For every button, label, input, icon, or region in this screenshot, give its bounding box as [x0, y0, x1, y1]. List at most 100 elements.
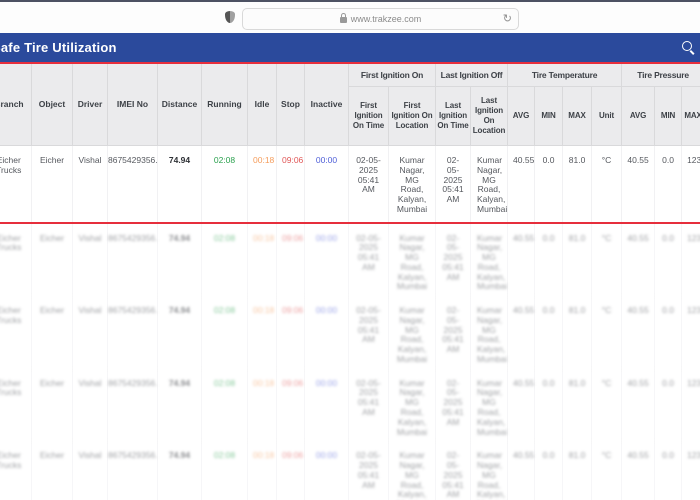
table-row: Eicher Trucks Eicher Vishal 8675429356..… [0, 368, 700, 442]
column-header-inactive: Inactive [304, 62, 349, 146]
cell-stop: 09:06 [276, 296, 305, 369]
app-header: Safe Tire Utilization [0, 33, 700, 62]
cell-imei-no: 8675429356.. [107, 145, 158, 224]
cell-tire-pressure-max: 123.0 [681, 296, 700, 369]
cell-tire-temp-avg: 40.55 [507, 223, 536, 297]
cell-first-ignition-on-time: 02-05-2025 05:41 AM [348, 223, 389, 297]
cell-first-ignition-on-location: Kumar Nagar, MG Road, Kalyan, Mumbai [388, 145, 437, 224]
cell-stop: 09:06 [276, 368, 305, 442]
cell-inactive: 00:00 [304, 296, 349, 369]
url-text: www.trakzee.com [350, 14, 422, 24]
cell-branch: Eicher Trucks [0, 368, 32, 442]
cell-running: 02:08 [201, 296, 248, 369]
cell-first-ignition-on-time: 02-05-2025 05:41 AM [348, 145, 389, 224]
cell-last-ignition-off-time: 02-05-2025 05:41 AM [435, 223, 472, 297]
column-header-last-ignition-on-location: Last Ignition On Location [470, 86, 509, 146]
cell-tire-pressure-max: 123.0 [681, 368, 700, 442]
cell-first-ignition-on-location: Kumar Nagar, MG Road, Kalyan, Mumbai [388, 223, 437, 297]
cell-imei-no: 8675429356.. [107, 368, 158, 442]
cell-driver: Vishal [72, 223, 108, 297]
shield-icon[interactable] [225, 11, 235, 23]
cell-tire-temp-avg: 40.55 [507, 145, 536, 224]
refresh-icon[interactable]: ↻ [502, 13, 512, 25]
column-header-temp-min: MIN [534, 86, 564, 146]
cell-tire-temp-unit: °C [591, 145, 623, 224]
cell-inactive: 00:00 [304, 368, 349, 442]
column-header-temp-avg: AVG [507, 86, 536, 146]
cell-tire-pressure-min: 0.0 [654, 223, 683, 297]
column-header-stop: Stop [276, 62, 305, 146]
page-title: Safe Tire Utilization [0, 40, 117, 55]
cell-idle: 00:18 [247, 223, 277, 297]
table-row: Eicher Trucks Eicher Vishal 8675429356..… [0, 296, 700, 369]
cell-first-ignition-on-location: Kumar Nagar, MG Road, Kalyan, Mumbai [388, 296, 437, 369]
cell-first-ignition-on-location: Kumar Nagar, MG Road, Kalyan, Mumbai [388, 368, 437, 442]
cell-object: Eicher [31, 145, 73, 224]
cell-stop: 09:06 [276, 145, 305, 224]
cell-tire-pressure-avg: 40.55 [621, 368, 656, 442]
cell-distance: 74.94 [157, 441, 202, 500]
cell-tire-temp-max: 81.0 [562, 145, 593, 224]
cell-tire-temp-unit: °C [591, 223, 623, 297]
cell-last-ignition-off-time: 02-05-2025 05:41 AM [435, 296, 472, 369]
column-header-object: Object [31, 62, 73, 146]
cell-tire-temp-avg: 40.55 [507, 296, 536, 369]
cell-inactive: 00:00 [304, 145, 349, 224]
cell-tire-temp-min: 0.0 [534, 296, 564, 369]
cell-distance: 74.94 [157, 368, 202, 442]
column-header-pressure-max: MAX [681, 86, 700, 146]
cell-last-ignition-off-location: Kumar Nagar, MG Road, Kalyan, Mumbai [470, 296, 509, 369]
cell-tire-temp-min: 0.0 [534, 441, 564, 500]
column-header-temp-max: MAX [562, 86, 593, 146]
cell-tire-temp-unit: °C [591, 368, 623, 442]
cell-last-ignition-off-location: Kumar Nagar, MG Road, Kalyan, Mumbai [470, 368, 509, 442]
group-header-first-ignition-on: First Ignition On [347, 62, 437, 87]
url-bar[interactable]: www.trakzee.com ↻ [242, 8, 519, 30]
cell-tire-pressure-avg: 40.55 [621, 145, 656, 224]
cell-object: Eicher [31, 368, 73, 442]
cell-running: 02:08 [201, 441, 248, 500]
cell-first-ignition-on-time: 02-05-2025 05:41 AM [348, 368, 389, 442]
cell-branch: Eicher Trucks [0, 145, 32, 224]
cell-tire-temp-unit: °C [591, 296, 623, 369]
cell-last-ignition-off-location: Kumar Nagar, MG Road, Kalyan, Mumbai [470, 441, 509, 500]
cell-object: Eicher [31, 223, 73, 297]
cell-branch: Eicher Trucks [0, 441, 32, 500]
cell-tire-temp-min: 0.0 [534, 223, 564, 297]
table-row: Eicher Trucks Eicher Vishal 8675429356..… [0, 223, 700, 297]
table-row: Eicher Trucks Eicher Vishal 8675429356..… [0, 145, 700, 224]
column-header-pressure-avg: AVG [621, 86, 656, 146]
column-header-running: Running [201, 62, 248, 146]
cell-tire-temp-unit: °C [591, 441, 623, 500]
table-group-header-row: Branch Object Driver IMEI No Distance Ru… [0, 62, 700, 146]
cell-first-ignition-on-location: Kumar Nagar, MG Road, Kalyan, Mumbai [388, 441, 437, 500]
column-header-imei-no: IMEI No [107, 62, 158, 146]
cell-object: Eicher [31, 441, 73, 500]
cell-tire-pressure-max: 123.0 [681, 223, 700, 297]
cell-stop: 09:06 [276, 223, 305, 297]
column-header-first-ignition-on-time: First Ignition On Time [348, 86, 389, 146]
column-header-temp-unit: Unit [591, 86, 623, 146]
cell-object: Eicher [31, 296, 73, 369]
cell-idle: 00:18 [247, 145, 277, 224]
search-icon[interactable] [682, 41, 692, 51]
cell-tire-temp-max: 81.0 [562, 368, 593, 442]
cell-running: 02:08 [201, 223, 248, 297]
column-header-idle: Idle [247, 62, 277, 146]
column-header-pressure-min: MIN [654, 86, 683, 146]
cell-driver: Vishal [72, 296, 108, 369]
cell-first-ignition-on-time: 02-05-2025 05:41 AM [348, 296, 389, 369]
cell-last-ignition-off-time: 02-05-2025 05:41 AM [435, 441, 472, 500]
cell-first-ignition-on-time: 02-05-2025 05:41 AM [348, 441, 389, 500]
group-header-tire-pressure: Tire Pressure [621, 62, 700, 87]
cell-last-ignition-off-time: 02-05-2025 05:41 AM [435, 368, 472, 442]
cell-branch: Eicher Trucks [0, 296, 32, 369]
group-header-tire-temperature: Tire Temperature [507, 62, 623, 87]
cell-tire-temp-max: 81.0 [562, 441, 593, 500]
lock-icon [339, 13, 347, 23]
cell-tire-temp-min: 0.0 [534, 145, 564, 224]
cell-branch: Eicher Trucks [0, 223, 32, 297]
cell-distance: 74.94 [157, 296, 202, 369]
cell-tire-pressure-min: 0.0 [654, 368, 683, 442]
